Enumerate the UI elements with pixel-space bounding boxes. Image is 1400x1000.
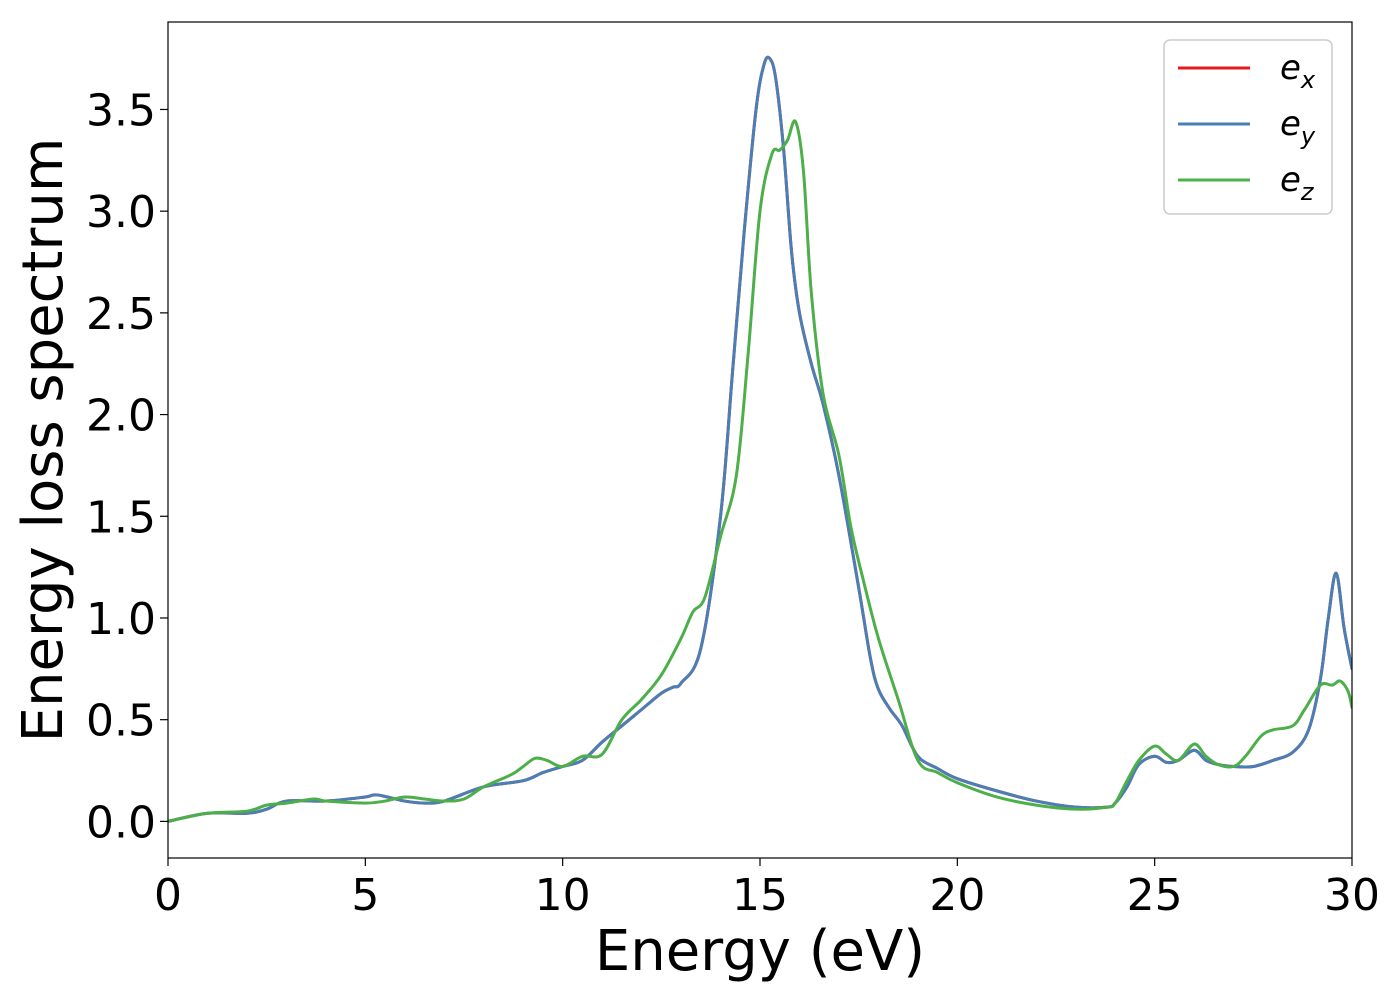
legend-label-x: ex (1280, 48, 1316, 94)
y-tick-label: 0.0 (86, 797, 156, 848)
legend-label-y: ey (1280, 104, 1316, 150)
legend: ex ey ez (1163, 39, 1333, 215)
y-tick-label: 0.5 (86, 696, 156, 747)
x-tick-label: 30 (1324, 870, 1380, 921)
series-line-y (168, 55, 1352, 823)
x-tick-label: 10 (535, 870, 591, 921)
y-tick-label: 3.5 (86, 85, 156, 136)
x-tick-label: 25 (1127, 870, 1183, 921)
series-line-z (168, 119, 1352, 823)
x-tick-label: 5 (351, 870, 379, 921)
x-axis-label: Energy (eV) (595, 919, 925, 984)
legend-label-z: ez (1280, 160, 1315, 206)
series-group (168, 55, 1352, 823)
y-tick-label: 2.5 (86, 289, 156, 340)
y-tick-label: 3.0 (86, 187, 156, 238)
y-tick-label: 1.5 (86, 492, 156, 543)
y-tick-label: 2.0 (86, 391, 156, 442)
legend-box (1163, 39, 1333, 215)
y-axis-ticks: 0.0 0.5 1.0 1.5 2.0 2.5 3.0 3.5 (86, 85, 168, 848)
x-tick-label: 20 (929, 870, 985, 921)
y-tick-label: 1.0 (86, 594, 156, 645)
x-tick-label: 0 (154, 870, 182, 921)
x-axis-ticks: 0 5 10 15 20 25 30 (154, 858, 1380, 921)
x-tick-label: 15 (732, 870, 788, 921)
y-axis-label: Energy loss spectrum (11, 138, 76, 743)
